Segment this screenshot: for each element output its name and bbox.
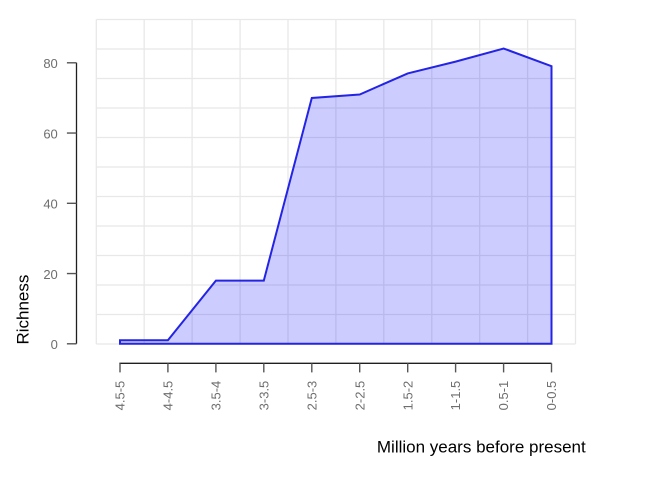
svg-text:0-0.5: 0-0.5 bbox=[544, 381, 559, 411]
svg-text:40: 40 bbox=[43, 197, 57, 212]
svg-text:Richness: Richness bbox=[14, 275, 33, 345]
svg-text:1-1.5: 1-1.5 bbox=[448, 381, 463, 411]
svg-text:4-4.5: 4-4.5 bbox=[161, 381, 176, 411]
svg-text:Million years before present: Million years before present bbox=[377, 437, 586, 456]
svg-text:4.5-5: 4.5-5 bbox=[113, 381, 128, 411]
svg-text:1.5-2: 1.5-2 bbox=[400, 381, 415, 411]
svg-text:2.5-3: 2.5-3 bbox=[304, 381, 319, 411]
svg-text:2-2.5: 2-2.5 bbox=[352, 381, 367, 411]
svg-text:20: 20 bbox=[43, 267, 57, 282]
svg-text:3.5-4: 3.5-4 bbox=[209, 381, 224, 411]
svg-text:0: 0 bbox=[51, 337, 58, 352]
svg-text:60: 60 bbox=[43, 126, 57, 141]
svg-text:3-3.5: 3-3.5 bbox=[256, 381, 271, 411]
svg-text:80: 80 bbox=[43, 56, 57, 71]
svg-text:0.5-1: 0.5-1 bbox=[496, 381, 511, 411]
